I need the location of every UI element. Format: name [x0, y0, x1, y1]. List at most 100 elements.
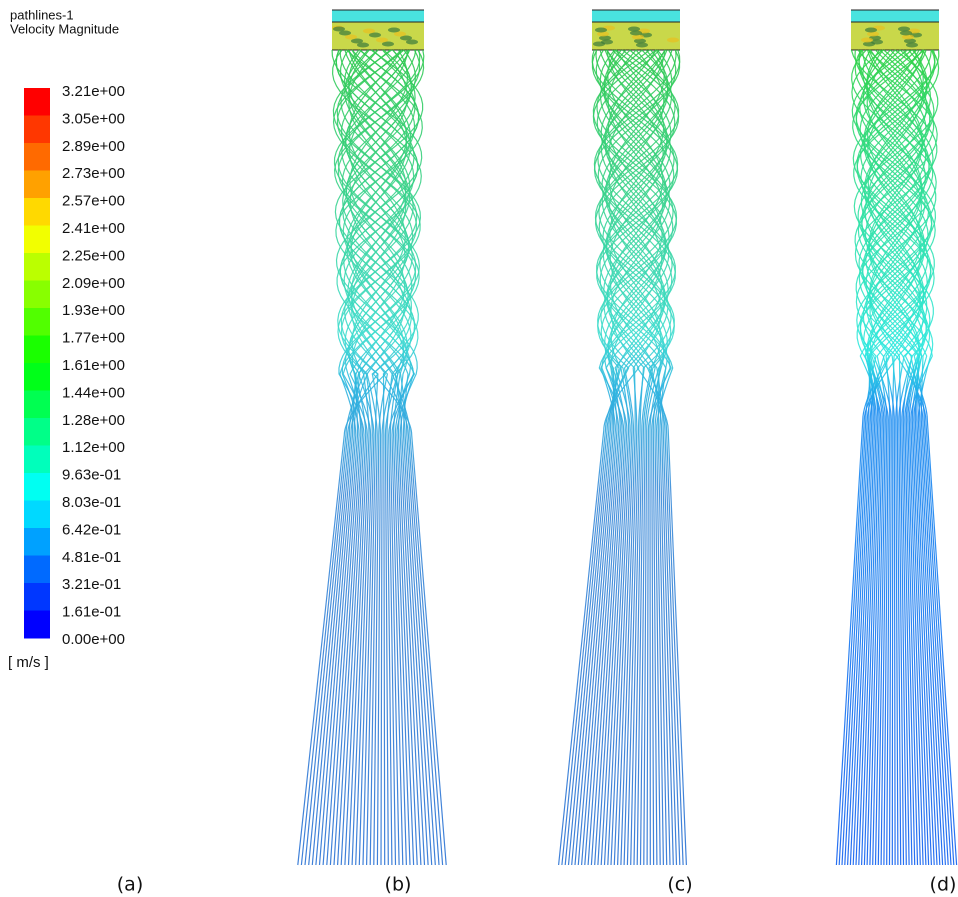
pathline	[860, 49, 932, 866]
legend-subtitle: Velocity Magnitude	[10, 21, 119, 36]
swirl-blob	[406, 39, 418, 45]
pathline	[337, 49, 421, 866]
color-swatch	[24, 555, 50, 584]
swirl-blob	[863, 41, 875, 47]
swirl-blob	[628, 26, 640, 32]
pathline	[343, 49, 436, 866]
legend-label: 6.42e-01	[62, 521, 121, 538]
color-swatch	[24, 473, 50, 501]
pathline	[607, 49, 664, 866]
pathline	[854, 49, 934, 866]
swirl-blob	[906, 42, 918, 48]
pathline	[594, 49, 681, 866]
swirl-blob	[867, 31, 879, 37]
swirl-blob	[363, 28, 375, 34]
pathline	[334, 49, 424, 866]
pathline	[852, 49, 929, 866]
color-swatch	[24, 583, 50, 611]
pathline	[609, 49, 674, 866]
swirl-box	[851, 22, 939, 50]
swirl-blob	[902, 34, 914, 40]
legend-label: 2.73e+00	[62, 165, 125, 182]
swirl-blob	[636, 42, 648, 48]
pathline	[336, 49, 418, 866]
pathline	[598, 49, 687, 866]
pathline	[340, 49, 414, 866]
panel-label: (a)	[117, 874, 143, 896]
legend-label: 1.44e+00	[62, 384, 125, 401]
pathline	[855, 49, 933, 866]
swirl-blob	[630, 30, 642, 36]
pathline	[333, 49, 425, 866]
pathline	[599, 49, 671, 866]
color-swatch	[24, 88, 50, 116]
legend-label: 1.77e+00	[62, 330, 125, 347]
legend-label: 2.41e+00	[62, 220, 125, 237]
swirl-blob	[333, 26, 345, 32]
pathline	[349, 49, 408, 866]
pathline	[331, 49, 422, 866]
inlet-box	[332, 10, 424, 22]
legend-label: 3.21e-01	[62, 576, 121, 593]
color-swatch	[24, 253, 50, 281]
pathline	[866, 49, 949, 866]
color-bar: 3.21e+00 3.05e+00 2.89e+00 2.73e+00 2.57e+00…	[24, 83, 125, 648]
pathline	[851, 49, 937, 866]
color-swatch	[24, 363, 50, 391]
pathline	[856, 49, 936, 866]
pathline	[853, 49, 939, 866]
pathline	[857, 49, 946, 866]
pathline	[608, 49, 665, 866]
pathline	[335, 49, 422, 866]
swirl-blob	[400, 35, 412, 41]
swirl-blob	[394, 31, 406, 37]
color-swatch	[24, 610, 50, 639]
pathline	[596, 49, 674, 866]
color-swatch	[24, 225, 50, 254]
pathline	[342, 49, 447, 866]
color-swatch	[24, 170, 50, 199]
panel-label: (b)	[385, 874, 412, 896]
inlet-box	[851, 10, 939, 22]
pathline	[858, 49, 938, 866]
color-swatch	[24, 418, 50, 446]
swirl-blob	[351, 38, 363, 44]
pathline	[348, 49, 444, 866]
pathline	[851, 49, 955, 866]
legend-label: 1.61e-01	[62, 604, 121, 621]
swirl-blob	[865, 27, 877, 33]
swirl-blob	[599, 35, 611, 41]
legend-label: 1.12e+00	[62, 439, 125, 456]
swirl-blob	[861, 37, 873, 43]
pathline	[864, 49, 958, 866]
legend-label: 2.09e+00	[62, 275, 125, 292]
inlet-box	[592, 10, 680, 22]
swirl-blob	[376, 37, 388, 43]
legend-label: 4.81e-01	[62, 549, 121, 566]
pathline	[595, 49, 675, 866]
legend-label: 8.03e-01	[62, 494, 121, 511]
legend-unit: [ m/s ]	[8, 654, 49, 671]
legend-title: pathlines-1	[10, 7, 74, 22]
pathline	[862, 49, 944, 866]
swirl-blob	[369, 32, 381, 38]
pathline	[339, 49, 429, 866]
swirl-blob	[593, 41, 605, 47]
legend-label: 3.21e+00	[62, 83, 125, 100]
pathline	[595, 49, 675, 866]
pathline	[852, 49, 940, 866]
color-swatch	[24, 115, 50, 144]
pathline	[854, 49, 934, 866]
swirl-blob	[597, 31, 609, 37]
pathline	[587, 49, 677, 866]
legend-label: 3.05e+00	[62, 110, 125, 127]
legend-label: 2.25e+00	[62, 247, 125, 264]
swirl-blob	[904, 38, 916, 44]
legend-label: 9.63e-01	[62, 467, 121, 484]
legend-label: 1.28e+00	[62, 412, 125, 429]
pathline	[332, 49, 421, 866]
pathline	[600, 49, 667, 866]
legend-label: 2.57e+00	[62, 193, 125, 210]
legend-label: 0.00e+00	[62, 631, 125, 648]
